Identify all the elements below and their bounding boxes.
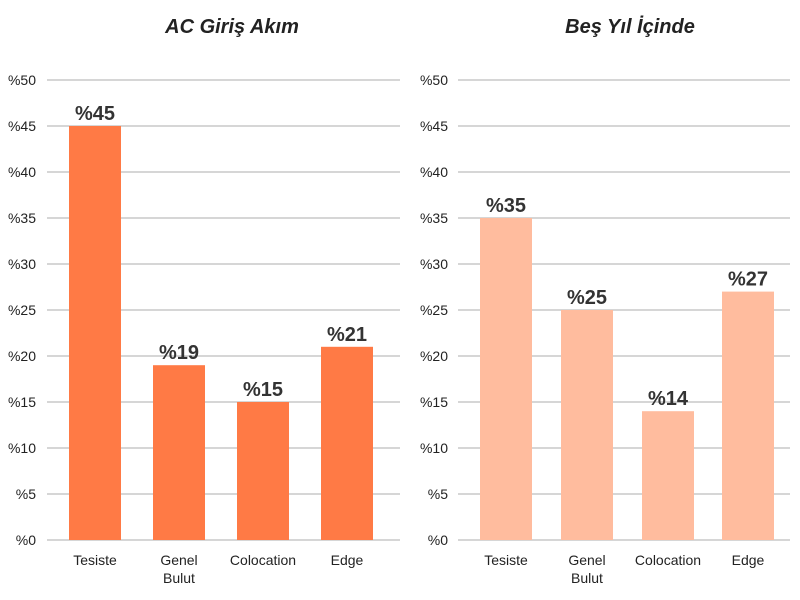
bar bbox=[153, 365, 205, 540]
y-tick-label: %0 bbox=[428, 532, 448, 548]
y-tick-label: %35 bbox=[8, 210, 36, 226]
y-tick-label: %15 bbox=[420, 394, 448, 410]
data-label: %25 bbox=[567, 287, 607, 309]
x-tick-label: Genel bbox=[160, 552, 197, 568]
y-tick-label: %5 bbox=[16, 486, 36, 502]
x-tick-label: Tesiste bbox=[73, 552, 117, 568]
bar bbox=[321, 346, 373, 540]
data-label: %21 bbox=[327, 324, 367, 346]
data-label: %45 bbox=[75, 103, 115, 125]
x-tick-label: Edge bbox=[732, 552, 765, 568]
y-tick-label: %15 bbox=[8, 394, 36, 410]
bar bbox=[69, 126, 121, 540]
y-tick-label: %25 bbox=[8, 302, 36, 318]
y-tick-label: %20 bbox=[8, 348, 36, 364]
data-label: %19 bbox=[159, 342, 199, 364]
x-tick-label: Bulut bbox=[571, 570, 603, 586]
bar bbox=[237, 402, 289, 540]
x-tick-label: Colocation bbox=[635, 552, 701, 568]
x-tick-label: Edge bbox=[331, 552, 364, 568]
y-tick-label: %10 bbox=[8, 440, 36, 456]
x-tick-label: Bulut bbox=[163, 570, 195, 586]
chart-panel-ac-input: AC Giriş Akım %0 %5 %10 %15 %20 %25 %30 %35 %40%… bbox=[8, 16, 400, 586]
y-tick-label: %40 bbox=[8, 164, 36, 180]
x-tick-label: Tesiste bbox=[484, 552, 528, 568]
data-label: %35 bbox=[486, 195, 526, 217]
y-tick-label: %25 bbox=[420, 302, 448, 318]
x-tick-label: Colocation bbox=[230, 552, 296, 568]
y-tick-label: %20 bbox=[420, 348, 448, 364]
y-tick-label: %50 bbox=[420, 72, 448, 88]
y-tick-label: %30 bbox=[420, 256, 448, 272]
y-tick-label: %5 bbox=[428, 486, 448, 502]
y-tick-label: %0 bbox=[16, 532, 36, 548]
chart-title: Beş Yıl İçinde bbox=[565, 15, 695, 38]
data-label: %14 bbox=[648, 388, 689, 410]
y-tick-label: %45 bbox=[420, 118, 448, 134]
y-tick-label: %35 bbox=[420, 210, 448, 226]
y-tick-label: %30 bbox=[8, 256, 36, 272]
y-tick-label: %10 bbox=[420, 440, 448, 456]
y-tick-label: %50 bbox=[8, 72, 36, 88]
y-tick-label: %45 bbox=[8, 118, 36, 134]
bar bbox=[561, 310, 613, 540]
x-tick-label: Genel bbox=[568, 552, 605, 568]
bar bbox=[722, 291, 774, 540]
data-label: %27 bbox=[728, 269, 768, 291]
bar bbox=[480, 218, 532, 540]
chart-panel-five-years: Beş Yıl İçinde %0 %5 %10 %15 %20 %25 %30 %35 %40… bbox=[420, 15, 790, 586]
data-label: %15 bbox=[243, 379, 283, 401]
y-tick-label: %40 bbox=[420, 164, 448, 180]
bar bbox=[642, 411, 694, 540]
chart-title: AC Giriş Akım bbox=[164, 16, 299, 38]
